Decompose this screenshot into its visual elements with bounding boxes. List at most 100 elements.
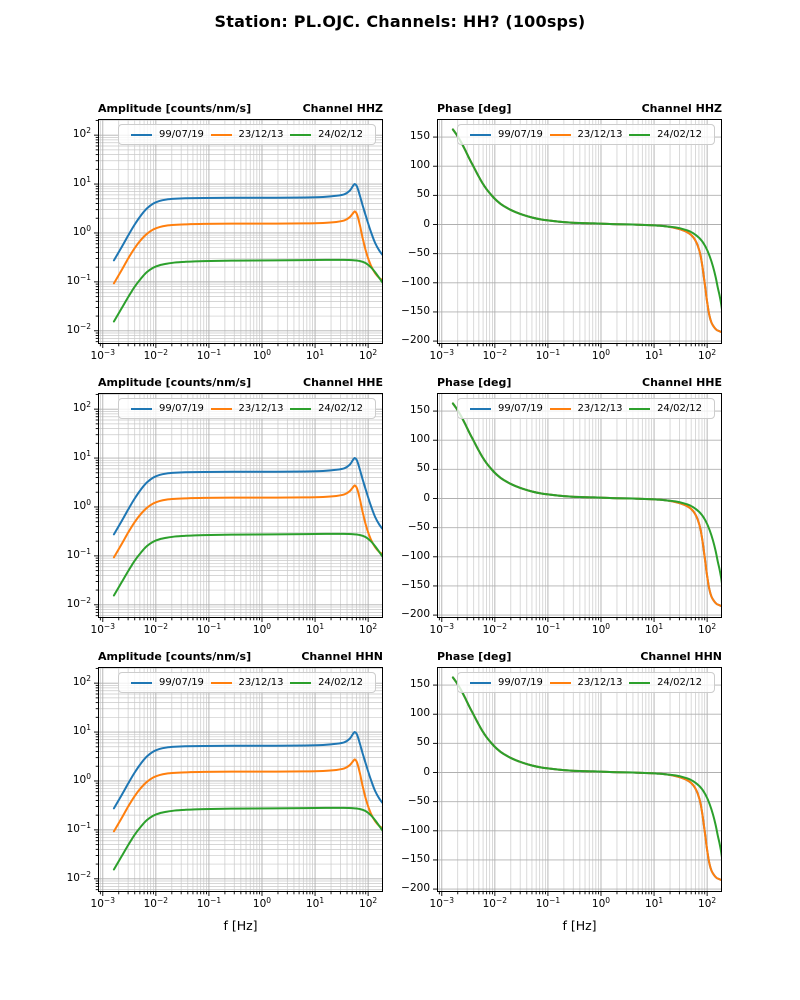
y-tick-label: 0 bbox=[423, 217, 430, 230]
x-tick-label: 102 bbox=[359, 896, 378, 910]
legend-item: 99/07/19 bbox=[131, 129, 204, 140]
y-tick-label: 0 bbox=[423, 765, 430, 778]
axes-frame bbox=[437, 393, 722, 618]
legend: 99/07/19 23/12/13 24/02/12 bbox=[457, 672, 715, 693]
legend-line-sample bbox=[210, 133, 232, 136]
legend-item: 24/02/12 bbox=[290, 403, 363, 414]
series-group bbox=[112, 731, 383, 871]
y-tick-label: −200 bbox=[401, 608, 430, 621]
axes-title-left: Phase [deg] bbox=[437, 376, 512, 389]
x-tick-label: 101 bbox=[305, 622, 325, 636]
series-group bbox=[112, 457, 383, 597]
series-line-99-07-19 bbox=[112, 457, 383, 536]
x-tick-label: 100 bbox=[591, 622, 611, 636]
axes-title-right: Channel HHN bbox=[301, 650, 383, 663]
y-tick-label: 10−1 bbox=[66, 546, 91, 561]
series-line-24-02-12 bbox=[451, 676, 722, 859]
series-line-24-02-12 bbox=[451, 128, 722, 311]
legend-line-sample bbox=[629, 681, 651, 684]
y-tick-label: 102 bbox=[72, 674, 91, 689]
grid-major bbox=[437, 119, 722, 344]
y-tick-label: 50 bbox=[416, 188, 430, 201]
legend-label: 99/07/19 bbox=[498, 677, 543, 688]
legend-item: 23/12/13 bbox=[549, 677, 622, 688]
x-tick-label: 10−2 bbox=[482, 896, 508, 910]
axes-title-left: Phase [deg] bbox=[437, 650, 512, 663]
legend: 99/07/19 23/12/13 24/02/12 bbox=[118, 124, 376, 145]
legend-label: 23/12/13 bbox=[238, 403, 284, 414]
legend-item: 23/12/13 bbox=[210, 129, 284, 140]
x-tick-label: 10−2 bbox=[482, 348, 508, 362]
legend-label: 23/12/13 bbox=[577, 129, 623, 140]
legend-item: 23/12/13 bbox=[210, 677, 284, 688]
series-group bbox=[112, 183, 383, 323]
tick-marks bbox=[433, 410, 708, 622]
y-tick-label: −150 bbox=[401, 304, 430, 317]
y-tick-label: 150 bbox=[409, 678, 430, 691]
legend: 99/07/19 23/12/13 24/02/12 bbox=[118, 672, 376, 693]
y-tick-label: 10−2 bbox=[66, 595, 91, 610]
legend-line-sample bbox=[549, 681, 571, 684]
x-tick-label: 10−1 bbox=[196, 348, 222, 362]
amp-plot-HHE bbox=[94, 393, 383, 622]
x-axis-label: f [Hz] bbox=[562, 918, 597, 933]
series-line-24-02-12 bbox=[112, 806, 383, 871]
y-tick-label: 101 bbox=[72, 723, 91, 738]
y-tick-label: −50 bbox=[407, 794, 430, 807]
legend-item: 24/02/12 bbox=[290, 129, 363, 140]
legend-item: 23/12/13 bbox=[549, 403, 623, 414]
axes-title-right: Channel HHN bbox=[640, 650, 722, 663]
legend-line-sample bbox=[131, 133, 152, 136]
legend-line-sample bbox=[290, 407, 312, 410]
x-tick-label: 100 bbox=[591, 896, 611, 910]
phase-plot-HHN bbox=[433, 667, 722, 896]
x-tick-label: 100 bbox=[252, 622, 272, 636]
x-axis-label: f [Hz] bbox=[223, 918, 258, 933]
x-tick-label: 102 bbox=[359, 348, 378, 362]
axes-frame bbox=[98, 667, 383, 892]
legend-label: 24/02/12 bbox=[318, 129, 363, 140]
axes-title-left: Phase [deg] bbox=[437, 102, 512, 115]
y-tick-label: 100 bbox=[72, 497, 91, 512]
figure-title: Station: PL.OJC. Channels: HH? (100sps) bbox=[214, 12, 586, 31]
axes-title-left: Amplitude [counts/nm/s] bbox=[98, 650, 252, 663]
legend-label: 23/12/13 bbox=[577, 403, 623, 414]
legend-label: 23/12/13 bbox=[238, 129, 284, 140]
phase-plot-HHZ bbox=[433, 119, 722, 348]
series-line-23-12-13 bbox=[112, 210, 383, 285]
y-tick-label: 102 bbox=[72, 126, 91, 141]
grid-minor bbox=[438, 119, 706, 344]
series-line-24-02-12 bbox=[451, 402, 722, 585]
x-tick-label: 10−3 bbox=[429, 622, 454, 636]
legend-line-sample bbox=[290, 681, 312, 684]
series-line-99-07-19 bbox=[451, 402, 722, 608]
legend-item: 24/02/12 bbox=[290, 677, 363, 688]
legend-label: 24/02/12 bbox=[318, 403, 363, 414]
legend-line-sample bbox=[210, 681, 232, 684]
legend-line-sample bbox=[470, 681, 491, 684]
series-line-23-12-13 bbox=[112, 484, 383, 559]
grid-minor bbox=[438, 393, 706, 618]
amp-plot-HHN bbox=[94, 667, 383, 896]
legend-line-sample bbox=[470, 133, 491, 136]
legend-item: 24/02/12 bbox=[629, 129, 702, 140]
y-tick-label: −100 bbox=[401, 823, 430, 836]
y-tick-label: 0 bbox=[423, 491, 430, 504]
legend-line-sample bbox=[549, 133, 571, 136]
legend-line-sample bbox=[131, 681, 152, 684]
y-tick-label: 10−2 bbox=[66, 321, 91, 336]
x-tick-label: 102 bbox=[698, 348, 717, 362]
y-tick-label: 50 bbox=[416, 736, 430, 749]
legend-item: 99/07/19 bbox=[470, 403, 543, 414]
tick-marks bbox=[94, 393, 369, 622]
x-tick-label: 10−1 bbox=[535, 622, 561, 636]
y-tick-label: 101 bbox=[72, 175, 91, 190]
x-tick-label: 101 bbox=[644, 622, 664, 636]
y-tick-label: 102 bbox=[72, 400, 91, 415]
legend-label: 23/12/13 bbox=[238, 677, 284, 688]
series-group bbox=[451, 676, 722, 882]
series-group bbox=[451, 128, 722, 334]
y-tick-label: −200 bbox=[401, 882, 430, 895]
legend-line-sample bbox=[290, 133, 312, 136]
